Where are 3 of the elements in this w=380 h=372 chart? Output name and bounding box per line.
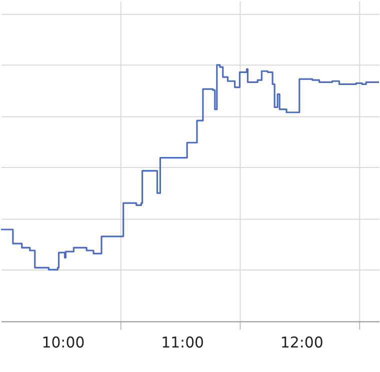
- x-tick-label: 12:00: [280, 334, 324, 352]
- x-tick-label: 10:00: [42, 334, 85, 352]
- x-tick-label: 11:00: [161, 334, 204, 352]
